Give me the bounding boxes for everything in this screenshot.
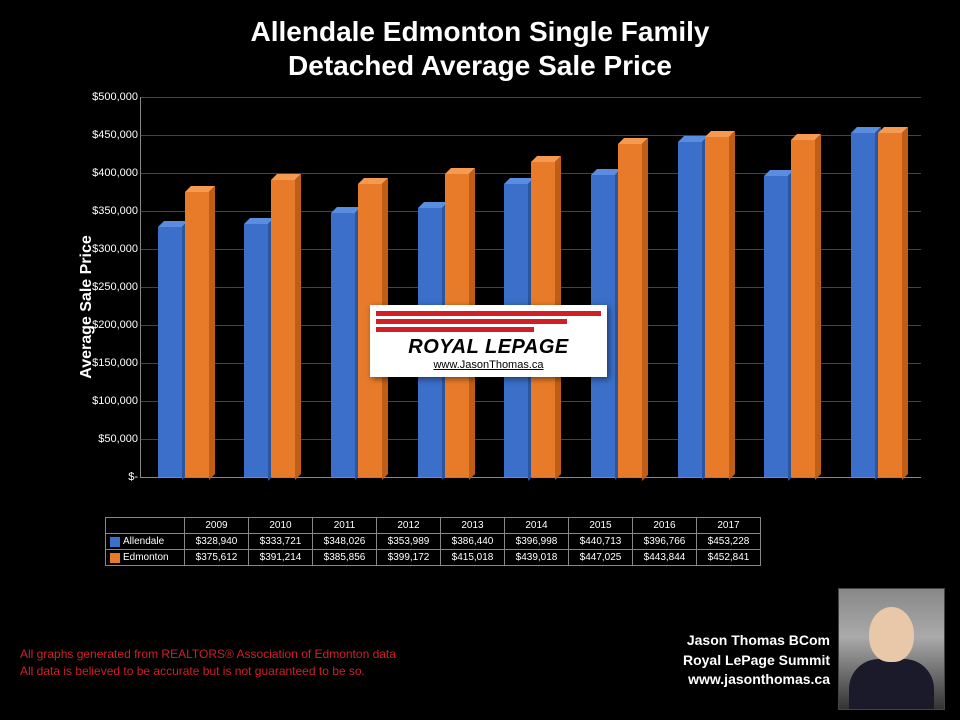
data-cell: $440,713 (569, 534, 633, 550)
year-header: 2009 (185, 518, 249, 534)
data-cell: $453,228 (697, 534, 761, 550)
bar-group (153, 192, 213, 477)
data-cell: $443,844 (633, 550, 697, 566)
bar (705, 137, 729, 477)
data-cell: $396,766 (633, 534, 697, 550)
data-cell: $396,998 (505, 534, 569, 550)
bar (618, 144, 642, 478)
bar (791, 140, 815, 477)
y-tick-label: $250,000 (78, 281, 138, 293)
y-tick-label: $100,000 (78, 395, 138, 407)
footer-disclaimer: All graphs generated from REALTORS® Asso… (20, 646, 396, 680)
y-tick-label: $400,000 (78, 167, 138, 179)
author-credit: Jason Thomas BCom Royal LePage Summit ww… (683, 631, 830, 690)
y-tick-label: $350,000 (78, 205, 138, 217)
year-header: 2014 (505, 518, 569, 534)
bar (851, 133, 875, 477)
series-label: Allendale (106, 534, 185, 550)
bar (185, 192, 209, 477)
bar (271, 180, 295, 477)
author-photo (838, 588, 945, 710)
data-cell: $391,214 (249, 550, 313, 566)
data-cell: $333,721 (249, 534, 313, 550)
y-tick-label: $200,000 (78, 319, 138, 331)
year-header: 2011 (313, 518, 377, 534)
bar-groups (140, 97, 920, 477)
data-cell: $328,940 (185, 534, 249, 550)
data-cell: $386,440 (441, 534, 505, 550)
data-cell: $439,018 (505, 550, 569, 566)
bar-group (847, 133, 907, 477)
year-header: 2016 (633, 518, 697, 534)
y-tick-label: $500,000 (78, 91, 138, 103)
bar (678, 142, 702, 477)
year-header: 2013 (441, 518, 505, 534)
year-header: 2012 (377, 518, 441, 534)
year-header: 2017 (697, 518, 761, 534)
bar (878, 133, 902, 477)
y-tick-label: $450,000 (78, 129, 138, 141)
data-cell: $353,989 (377, 534, 441, 550)
y-tick-label: $- (78, 471, 138, 483)
y-tick-label: $300,000 (78, 243, 138, 255)
data-cell: $447,025 (569, 550, 633, 566)
series-label: Edmonton (106, 550, 185, 566)
watermark-brand: ROYAL LEPAGE (376, 336, 601, 359)
bar (158, 227, 182, 477)
y-tick-label: $150,000 (78, 357, 138, 369)
year-header: 2010 (249, 518, 313, 534)
data-cell: $415,018 (441, 550, 505, 566)
data-cell: $348,026 (313, 534, 377, 550)
data-cell: $399,172 (377, 550, 441, 566)
chart-title: Allendale Edmonton Single Family Detache… (0, 0, 960, 87)
bar (244, 224, 268, 478)
bar (331, 213, 355, 477)
watermark-logo: ROYAL LEPAGE www.JasonThomas.ca (370, 305, 607, 377)
bar-group (673, 137, 733, 477)
year-header: 2015 (569, 518, 633, 534)
watermark-url: www.JasonThomas.ca (376, 359, 601, 371)
bar (764, 176, 788, 478)
data-cell: $385,856 (313, 550, 377, 566)
data-cell: $375,612 (185, 550, 249, 566)
bar-group (760, 140, 820, 477)
bar-group (240, 180, 300, 477)
data-table: 200920102011201220132014201520162017 Alle… (105, 517, 761, 566)
data-cell: $452,841 (697, 550, 761, 566)
y-tick-label: $50,000 (78, 433, 138, 445)
